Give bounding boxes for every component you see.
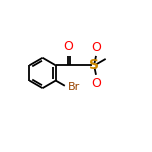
Text: O: O: [64, 40, 74, 53]
Text: O: O: [91, 77, 101, 90]
Text: Br: Br: [68, 82, 80, 92]
Text: O: O: [91, 41, 101, 54]
Text: S: S: [90, 58, 99, 72]
